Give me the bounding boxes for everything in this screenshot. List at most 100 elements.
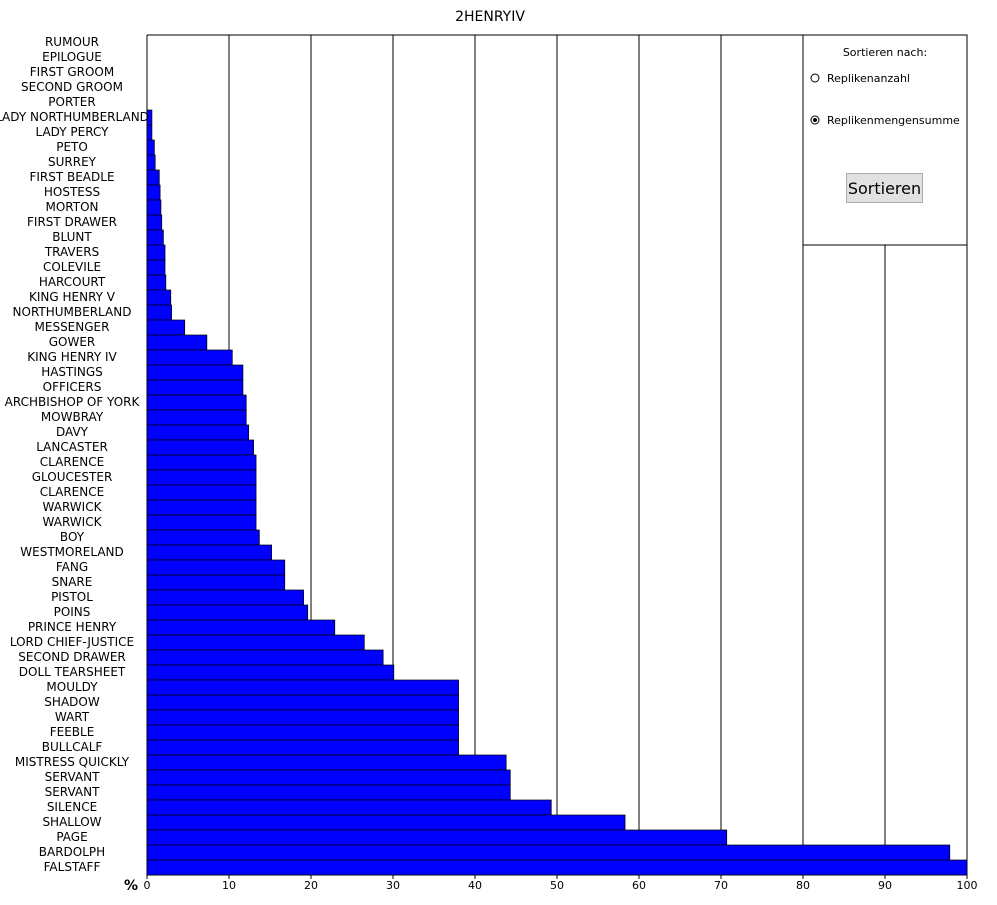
- y-tick-label: FIRST DRAWER: [27, 215, 117, 229]
- y-tick-label: PORTER: [48, 95, 95, 109]
- y-tick-label: BULLCALF: [42, 740, 103, 754]
- x-tick-label: 0: [144, 879, 151, 892]
- y-tick-label: WESTMORELAND: [20, 545, 124, 559]
- bar: [146, 139, 155, 156]
- y-tick-label: SURREY: [48, 155, 97, 169]
- bar: [146, 169, 160, 186]
- y-tick-label: LORD CHIEF-JUSTICE: [10, 635, 134, 649]
- bar: [146, 469, 257, 486]
- radio[interactable]: [810, 73, 820, 83]
- y-tick-label: SNARE: [52, 575, 93, 589]
- radio-label[interactable]: Replikenmengensumme: [827, 114, 960, 127]
- bar: [146, 589, 304, 606]
- x-axis-label: %: [124, 878, 138, 894]
- y-tick-label: FALSTAFF: [44, 860, 101, 874]
- bar: [146, 769, 511, 786]
- x-tick-label: 30: [386, 879, 400, 892]
- x-tick-label: 100: [957, 879, 978, 892]
- bar: [146, 304, 172, 321]
- y-tick-label: CLARENCE: [40, 455, 104, 469]
- y-tick-label: TRAVERS: [44, 245, 99, 259]
- x-tick-label: 50: [550, 879, 564, 892]
- bar: [146, 559, 286, 576]
- y-tick-label: BOY: [60, 530, 85, 544]
- bar: [146, 484, 257, 501]
- bar: [146, 754, 507, 771]
- bar: [146, 604, 309, 621]
- y-tick-label: SERVANT: [45, 785, 101, 799]
- radio-label[interactable]: Replikenanzahl: [827, 72, 910, 85]
- y-tick-label: FIRST GROOM: [30, 65, 114, 79]
- y-tick-label: GOWER: [49, 335, 96, 349]
- bar: [146, 814, 626, 831]
- bar: [146, 394, 247, 411]
- bar: [146, 124, 153, 141]
- y-tick-label: FANG: [56, 560, 88, 574]
- bar: [146, 499, 257, 516]
- x-tick-label: 70: [714, 879, 728, 892]
- chart-title: 2HENRYIV: [455, 9, 525, 25]
- bar: [146, 514, 257, 531]
- x-tick-label: 20: [304, 879, 318, 892]
- bar: [146, 154, 156, 171]
- bar: [146, 679, 459, 696]
- y-tick-label: WART: [55, 710, 90, 724]
- bar: [146, 739, 459, 756]
- bar: [146, 454, 257, 471]
- bar: [146, 229, 164, 246]
- bar: [146, 649, 384, 666]
- panel-heading: Sortieren nach:: [843, 46, 927, 59]
- sort-button[interactable]: Sortieren: [846, 173, 923, 203]
- bar: [146, 439, 254, 456]
- x-tick-label: 80: [796, 879, 810, 892]
- bar: [146, 214, 163, 231]
- control-panel: [802, 34, 968, 246]
- bar: [146, 184, 161, 201]
- y-tick-label: ARCHBISHOP OF YORK: [5, 395, 141, 409]
- y-tick-label: SILENCE: [47, 800, 97, 814]
- y-tick-label: WARWICK: [43, 500, 103, 514]
- y-tick-label: CLARENCE: [40, 485, 104, 499]
- y-tick-label: HOSTESS: [44, 185, 100, 199]
- bar: [146, 199, 162, 216]
- y-tick-label: LADY PERCY: [36, 125, 110, 139]
- x-tick-label: 60: [632, 879, 646, 892]
- bar: [146, 529, 260, 546]
- bar: [146, 379, 244, 396]
- bar: [146, 709, 459, 726]
- y-tick-label: FIRST BEADLE: [29, 170, 114, 184]
- y-tick-label: MESSENGER: [35, 320, 110, 334]
- y-tick-label: COLEVILE: [43, 260, 101, 274]
- y-tick-label: SHALLOW: [42, 815, 101, 829]
- bar: [146, 724, 459, 741]
- bar: [146, 664, 395, 681]
- y-tick-label: NORTHUMBERLAND: [13, 305, 132, 319]
- y-tick-label: MISTRESS QUICKLY: [15, 755, 130, 769]
- y-tick-label: LADY NORTHUMBERLAND: [0, 110, 149, 124]
- y-tick-label: SECOND GROOM: [21, 80, 123, 94]
- y-tick-label: SHADOW: [44, 695, 100, 709]
- bar: [146, 784, 511, 801]
- radio-dot: [813, 118, 817, 122]
- y-tick-label: RUMOUR: [45, 35, 99, 49]
- y-tick-label: BLUNT: [52, 230, 92, 244]
- bar: [146, 319, 186, 336]
- x-tick-label: 90: [878, 879, 892, 892]
- y-tick-label: LANCASTER: [36, 440, 108, 454]
- y-tick-label: PISTOL: [51, 590, 93, 604]
- y-tick-label: SERVANT: [45, 770, 101, 784]
- bar: [146, 259, 166, 276]
- y-tick-label: POINS: [54, 605, 91, 619]
- y-tick-label: DOLL TEARSHEET: [19, 665, 126, 679]
- bar: [146, 799, 552, 816]
- bar: [146, 694, 459, 711]
- y-tick-label: DAVY: [56, 425, 89, 439]
- y-tick-label: WARWICK: [43, 515, 103, 529]
- bar: [146, 829, 728, 846]
- y-tick-label: PRINCE HENRY: [28, 620, 117, 634]
- bar: [146, 574, 286, 591]
- x-tick-label: 40: [468, 879, 482, 892]
- bar: [146, 244, 166, 261]
